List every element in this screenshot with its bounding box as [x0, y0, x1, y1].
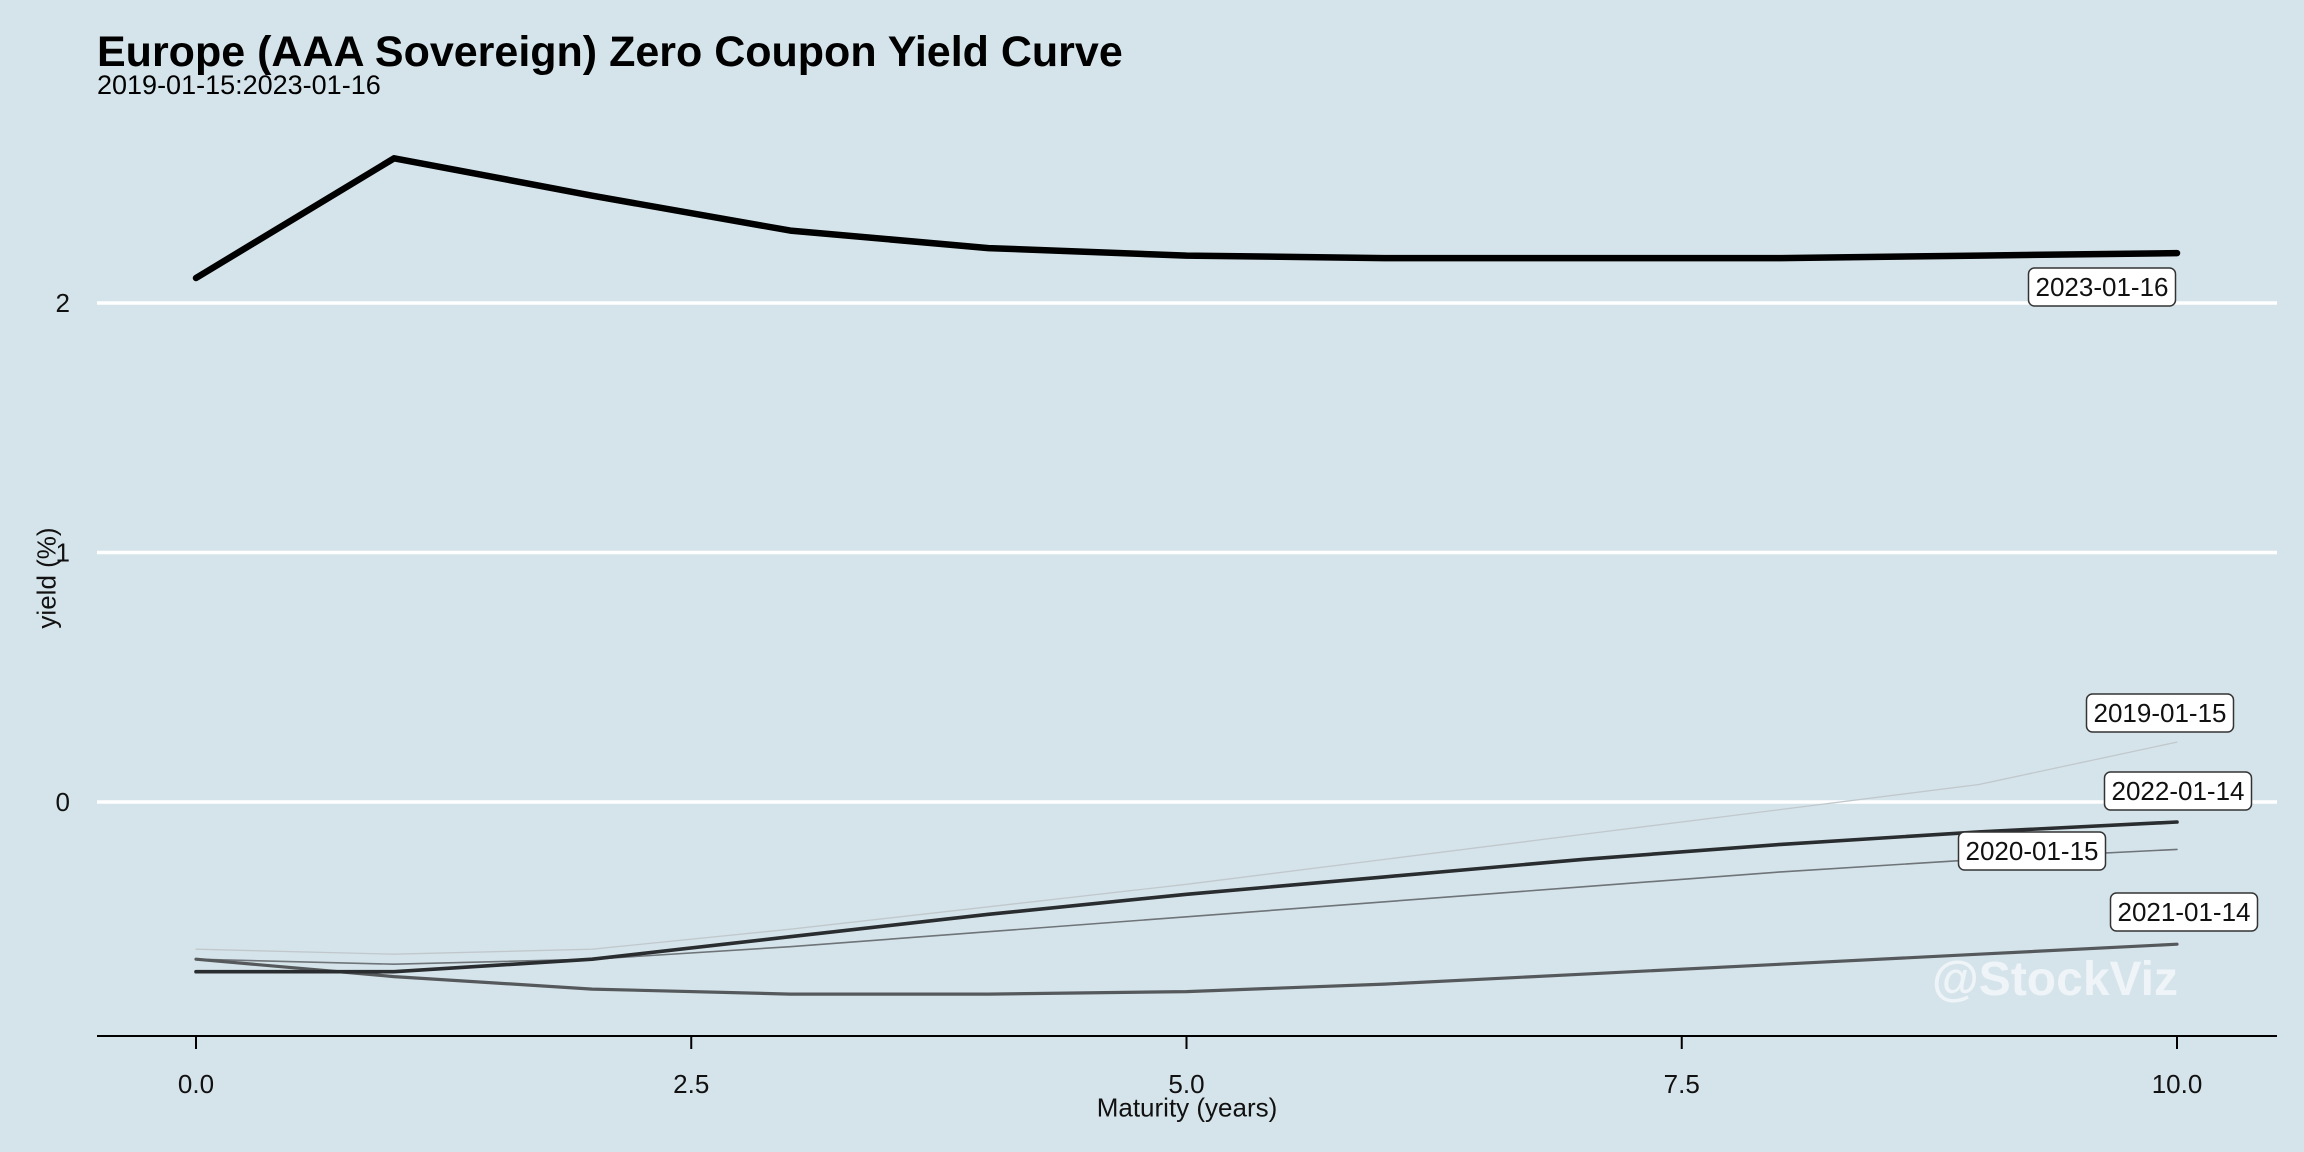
x-tick-label: 5.0 — [1168, 1069, 1204, 1099]
chart-subtitle: 2019-01-15:2023-01-16 — [97, 70, 381, 100]
series-label-2022-01-14: 2022-01-14 — [2103, 771, 2253, 811]
series-line-2021-01-14 — [194, 942, 2179, 996]
series-label-box — [2085, 693, 2235, 733]
series-line-2023-01-16 — [192, 155, 2181, 282]
gridlines — [97, 301, 2277, 804]
x-axis-label: Maturity (years) — [1096, 1092, 1278, 1123]
series-line-2022-01-14 — [194, 820, 2179, 974]
y-tick-label: 2 — [56, 288, 70, 318]
series-label-2019-01-15: 2019-01-15 — [2085, 693, 2235, 733]
series-label-text: 2023-01-16 — [2036, 272, 2169, 302]
series-label-box — [2103, 771, 2253, 811]
series-labels: 2019-01-15 2020-01-15 2021-01-14 2022-01-14… — [1957, 267, 2259, 932]
series-line-2019-01-15 — [195, 741, 2178, 955]
series-label-2023-01-16: 2023-01-16 — [2027, 267, 2177, 307]
series-label-text: 2021-01-14 — [2118, 897, 2251, 927]
series-lines — [192, 155, 2181, 996]
x-tick-label: 2.5 — [673, 1069, 709, 1099]
x-tick-label: 7.5 — [1664, 1069, 1700, 1099]
series-label-text: 2019-01-15 — [2094, 698, 2227, 728]
series-label-box — [2109, 892, 2259, 932]
series-label-box — [1957, 831, 2107, 871]
x-tick-label: 0.0 — [178, 1069, 214, 1099]
series-label-text: 2022-01-14 — [2112, 776, 2245, 806]
y-tick-label: 1 — [56, 538, 70, 568]
series-label-2020-01-15: 2020-01-15 — [1957, 831, 2107, 871]
x-tick-label: 10.0 — [2152, 1069, 2203, 1099]
series-line-2020-01-15 — [195, 848, 2178, 966]
series-label-box — [2027, 267, 2177, 307]
chart-title: Europe (AAA Sovereign) Zero Coupon Yield… — [97, 28, 1123, 76]
series-label-2021-01-14: 2021-01-14 — [2109, 892, 2259, 932]
y-tick-label: 0 — [56, 787, 70, 817]
stockviz-watermark: @StockViz — [1932, 953, 2178, 1006]
axes: 0 1 2 0.0 2.5 5.0 7.5 10.0 — [56, 288, 2277, 1099]
series-label-text: 2020-01-15 — [1966, 836, 2099, 866]
